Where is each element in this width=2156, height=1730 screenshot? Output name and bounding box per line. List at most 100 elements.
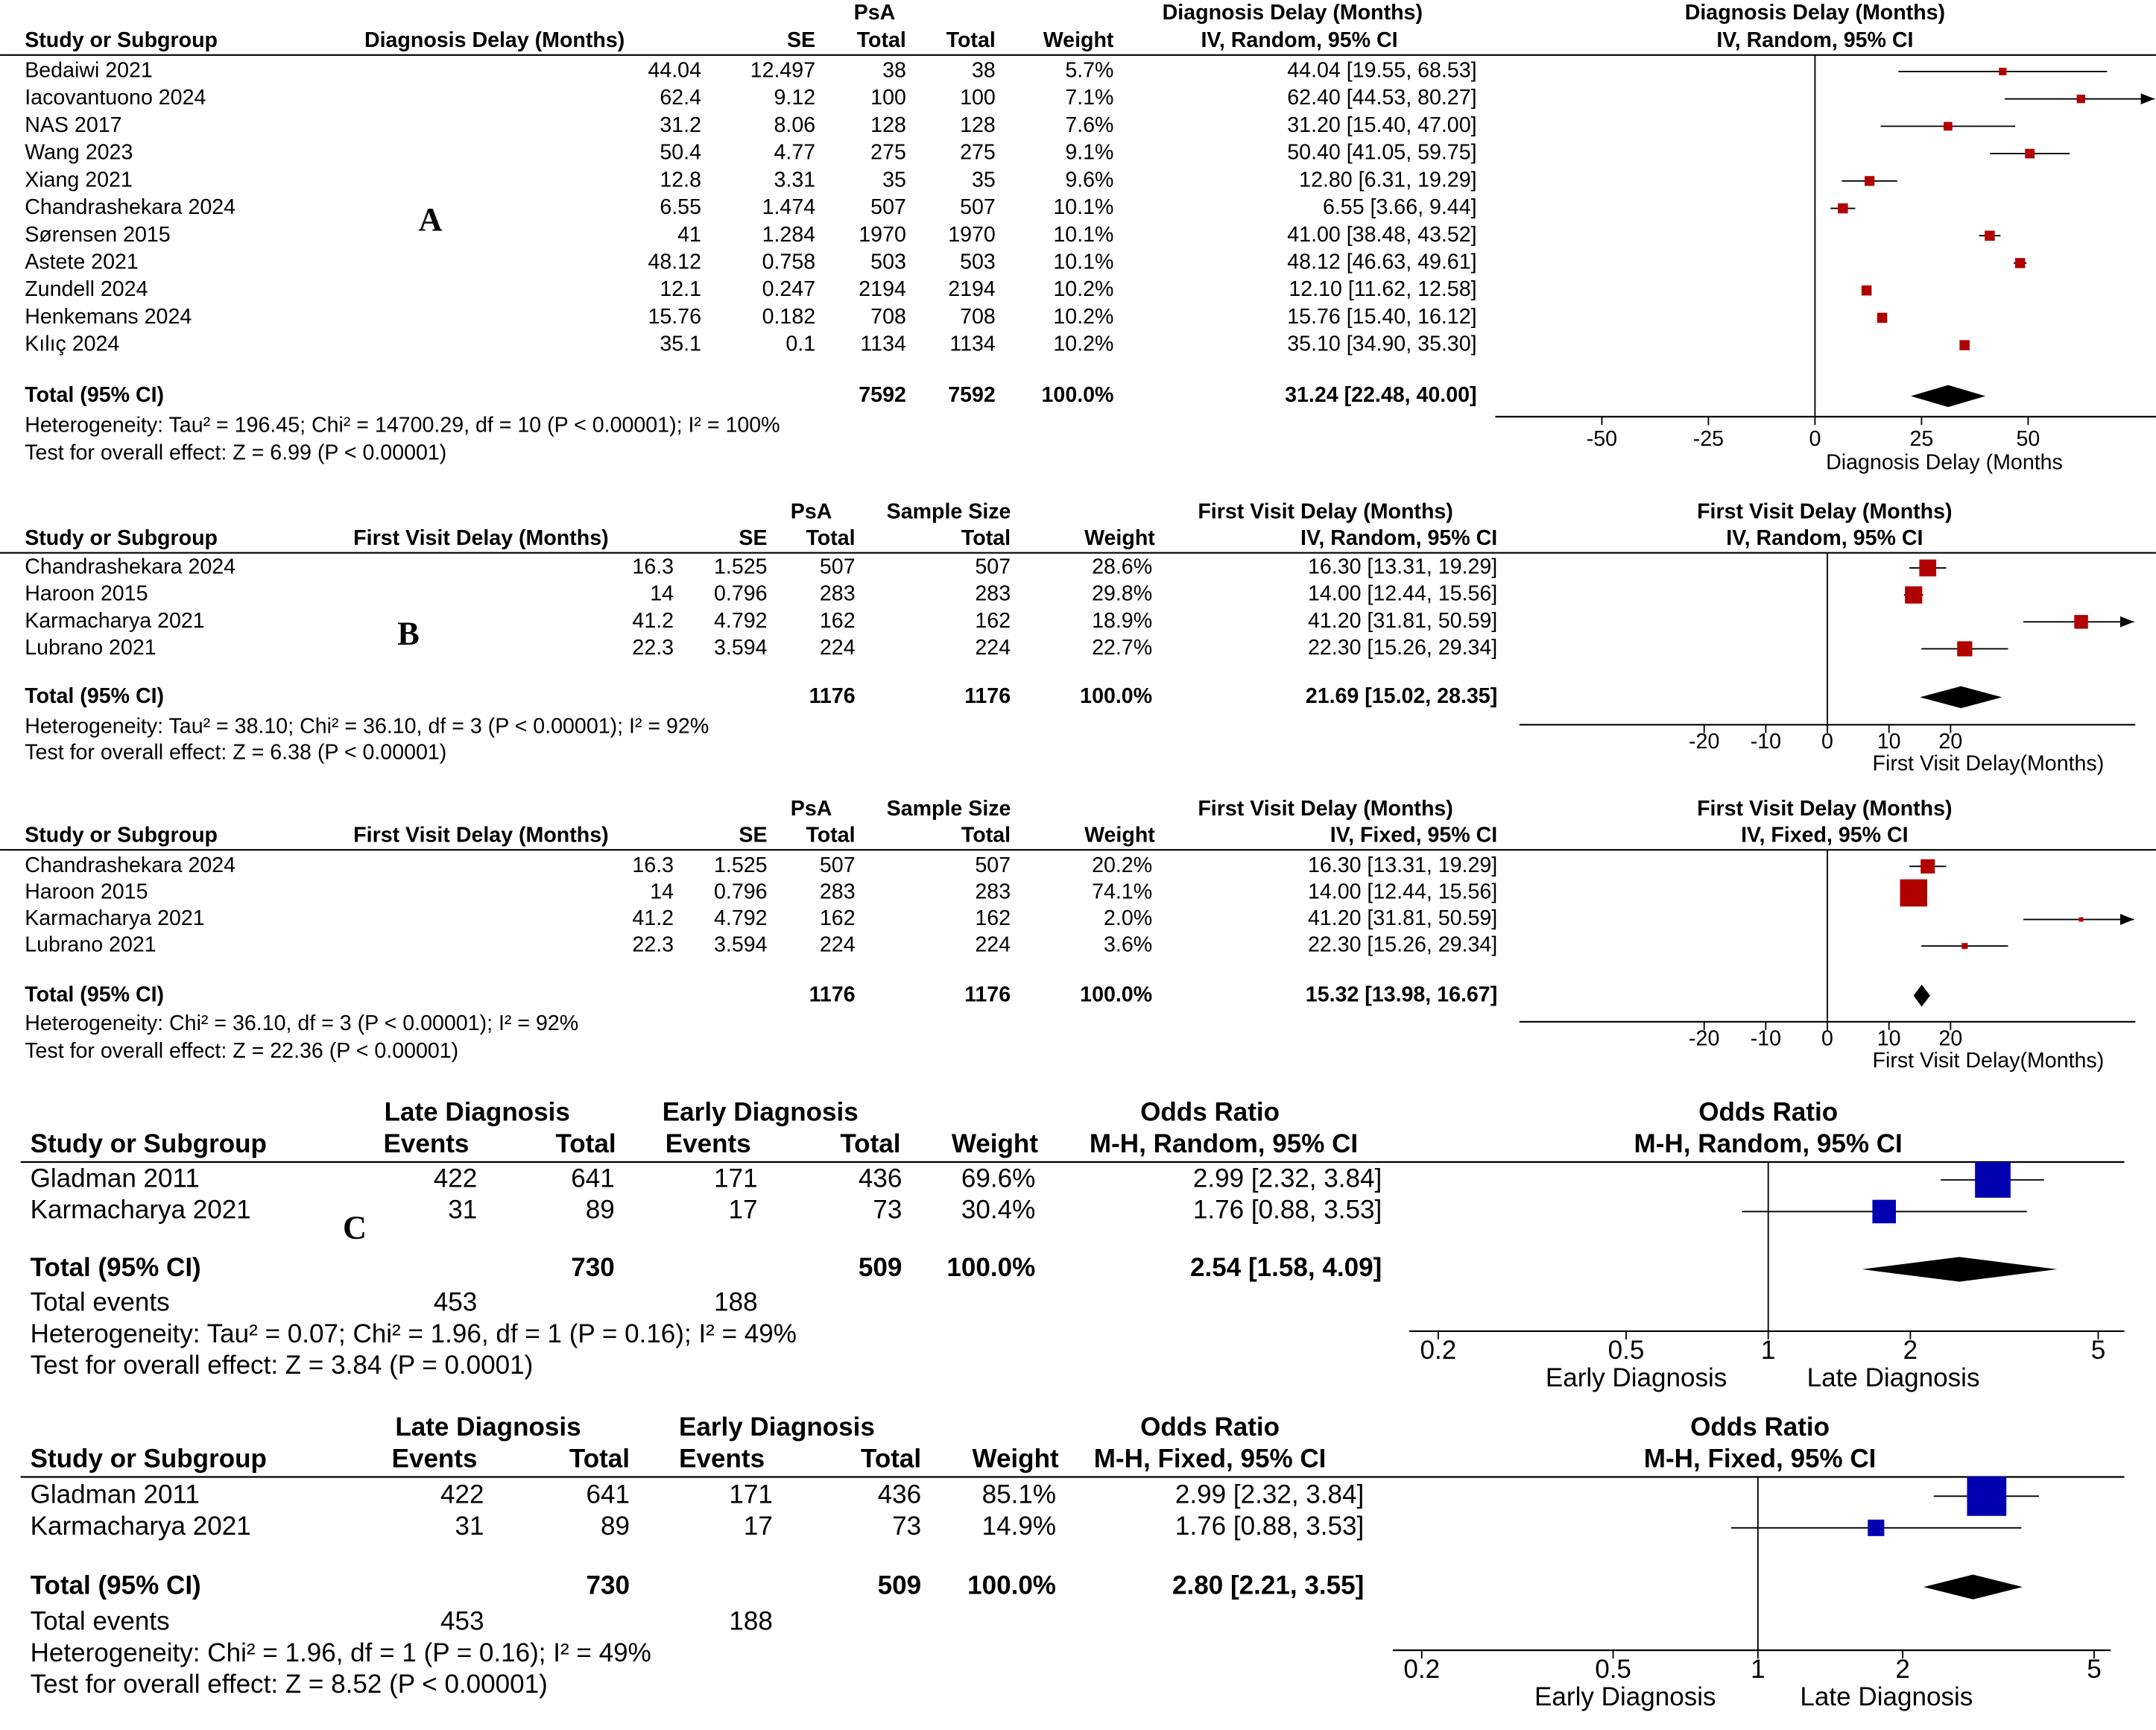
plot-title: First Visit Delay (Months) — [1697, 500, 1952, 524]
total-cell: 100.0% — [946, 1253, 1035, 1282]
table-cell: 1.76 [0.88, 3.53] — [1193, 1196, 1382, 1225]
table-cell: 8.06 — [774, 113, 815, 137]
table-cell: 507 — [870, 195, 906, 219]
x-tick-label: -25 — [1693, 427, 1724, 451]
panel-label: C — [343, 1209, 367, 1246]
table-cell: 41.2 — [632, 609, 674, 633]
total-events-cell: 188 — [729, 1606, 772, 1635]
table-cell: 30.4% — [961, 1196, 1035, 1225]
x-tick-label: 0.5 — [1608, 1336, 1645, 1365]
column-header: Diagnosis Delay (Months) — [364, 28, 625, 52]
group-header: Odds Ratio — [1140, 1098, 1280, 1127]
column-header: Study or Subgroup — [25, 526, 218, 550]
table-cell: 162 — [975, 906, 1011, 930]
study-name: Wang 2023 — [25, 141, 133, 165]
total-cell: 1176 — [964, 982, 1011, 1006]
table-cell: 69.6% — [961, 1164, 1035, 1193]
study-name: Karmacharya 2021 — [25, 906, 204, 930]
study-name: Astete 2021 — [25, 250, 139, 274]
group-header: First Visit Delay (Months) — [1198, 500, 1452, 524]
table-cell: 100 — [960, 86, 996, 110]
heterogeneity: Heterogeneity: Tau² = 38.10; Chi² = 36.1… — [25, 715, 709, 739]
table-cell: 62.4 — [660, 86, 701, 110]
column-header: Total — [840, 1129, 900, 1158]
total-events-cell: 453 — [434, 1287, 477, 1316]
effect-square — [1905, 586, 1923, 604]
study-name: Bedaiwi 2021 — [25, 58, 153, 82]
table-cell: 3.31 — [774, 168, 815, 192]
effect-square — [2025, 148, 2035, 159]
table-cell: 162 — [820, 906, 856, 930]
table-cell: 100 — [870, 86, 906, 110]
group-header: Sample Size — [887, 797, 1011, 821]
table-cell: 41.20 [31.81, 50.59] — [1308, 609, 1497, 633]
table-cell: 89 — [586, 1196, 615, 1225]
table-cell: 507 — [820, 555, 856, 579]
table-cell: 641 — [571, 1164, 614, 1193]
table-cell: 10.2% — [1053, 305, 1113, 329]
table-cell: 5.7% — [1065, 58, 1113, 82]
column-header: Events — [679, 1445, 765, 1474]
total-diamond — [1920, 686, 2002, 709]
table-cell: 0.247 — [762, 277, 816, 301]
table-cell: 708 — [960, 305, 996, 329]
table-cell: 436 — [859, 1164, 902, 1193]
column-header: First Visit Delay (Months) — [353, 526, 608, 550]
study-name: Chandrashekara 2024 — [25, 555, 235, 579]
table-cell: 224 — [975, 933, 1011, 957]
heterogeneity: Heterogeneity: Tau² = 196.45; Chi² = 147… — [25, 413, 780, 437]
table-cell: 3.6% — [1104, 933, 1152, 957]
table-cell: 0.182 — [762, 305, 816, 329]
table-cell: 22.3 — [632, 933, 674, 957]
study-name: Gladman 2011 — [31, 1480, 200, 1509]
table-cell: 507 — [820, 853, 856, 877]
study-name: Chandrashekara 2024 — [25, 195, 235, 219]
table-cell: 224 — [820, 636, 856, 660]
x-axis-label: First Visit Delay(Months) — [1873, 1049, 2105, 1073]
table-cell: 35 — [972, 168, 996, 192]
x-tick-label: 0.5 — [1595, 1655, 1631, 1684]
plot-title: Odds Ratio — [1698, 1098, 1838, 1127]
table-cell: 89 — [601, 1512, 630, 1541]
study-name: Zundell 2024 — [25, 277, 148, 301]
table-cell: 31 — [455, 1512, 484, 1541]
effect-square — [1944, 121, 1953, 131]
table-cell: 12.8 — [660, 168, 701, 192]
table-cell: 128 — [960, 113, 996, 137]
column-header: Weight — [972, 1445, 1058, 1474]
table-cell: 224 — [975, 636, 1011, 660]
table-cell: 10.2% — [1053, 277, 1113, 301]
total-cell: Total (95% CI) — [31, 1253, 201, 1282]
plot-title: Diagnosis Delay (Months) — [1685, 1, 1945, 25]
total-cell: 1176 — [964, 684, 1011, 708]
table-cell: 128 — [870, 113, 906, 137]
effect-square — [2074, 615, 2088, 629]
effect-square — [1865, 176, 1875, 186]
overall-effect: Test for overall effect: Z = 8.52 (P < 0… — [31, 1670, 548, 1699]
plot-method: IV, Random, 95% CI — [1716, 28, 1913, 52]
table-cell: 1134 — [860, 332, 906, 356]
column-header: M-H, Fixed, 95% CI — [1094, 1445, 1327, 1474]
plot-method: IV, Random, 95% CI — [1726, 526, 1923, 550]
study-name: Haroon 2015 — [25, 880, 148, 904]
table-cell: 12.1 — [660, 277, 701, 301]
ci-arrow — [2140, 93, 2155, 105]
effect-square — [1957, 641, 1973, 657]
x-tick-label: 0.2 — [1403, 1655, 1440, 1684]
table-cell: 275 — [960, 141, 996, 165]
table-cell: 16.3 — [632, 555, 674, 579]
x-tick-label: 10 — [1877, 730, 1901, 754]
table-cell: 14 — [650, 582, 674, 606]
table-cell: 17 — [729, 1196, 758, 1225]
column-header: Total — [861, 1445, 921, 1474]
table-cell: 12.10 [11.62, 12.58] — [1289, 277, 1476, 301]
total-events-cell: 188 — [714, 1287, 757, 1316]
total-cell: 21.69 [15.02, 28.35] — [1306, 684, 1497, 708]
table-cell: 6.55 [3.66, 9.44] — [1323, 195, 1477, 219]
x-tick-label: 5 — [2087, 1655, 2101, 1684]
total-cell: 15.32 [13.98, 16.67] — [1306, 982, 1497, 1006]
x-tick-label: -20 — [1689, 730, 1719, 754]
study-name: Lubrano 2021 — [25, 636, 156, 660]
